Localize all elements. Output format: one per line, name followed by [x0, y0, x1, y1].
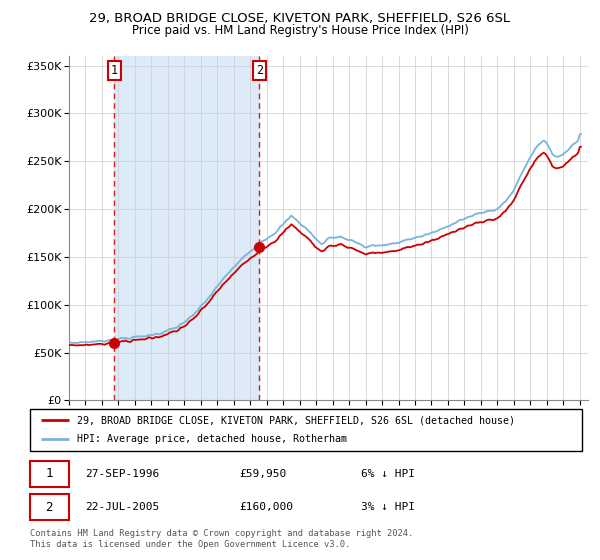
Text: 2: 2 [46, 501, 53, 514]
Text: 1: 1 [46, 467, 53, 480]
Text: £59,950: £59,950 [240, 469, 287, 479]
Text: 29, BROAD BRIDGE CLOSE, KIVETON PARK, SHEFFIELD, S26 6SL: 29, BROAD BRIDGE CLOSE, KIVETON PARK, SH… [89, 12, 511, 25]
Text: 1: 1 [111, 64, 118, 77]
Bar [115, 56, 259, 400]
Text: 22-JUL-2005: 22-JUL-2005 [85, 502, 160, 512]
Text: 2: 2 [256, 64, 263, 77]
Text: 6% ↓ HPI: 6% ↓ HPI [361, 469, 415, 479]
Text: HPI: Average price, detached house, Rotherham: HPI: Average price, detached house, Roth… [77, 435, 347, 445]
Text: Price paid vs. HM Land Registry's House Price Index (HPI): Price paid vs. HM Land Registry's House … [131, 24, 469, 36]
Bar [30, 494, 68, 520]
Text: 29, BROAD BRIDGE CLOSE, KIVETON PARK, SHEFFIELD, S26 6SL (detached house): 29, BROAD BRIDGE CLOSE, KIVETON PARK, SH… [77, 415, 515, 425]
Text: 27-SEP-1996: 27-SEP-1996 [85, 469, 160, 479]
Text: 3% ↓ HPI: 3% ↓ HPI [361, 502, 415, 512]
Text: £160,000: £160,000 [240, 502, 294, 512]
Text: Contains HM Land Registry data © Crown copyright and database right 2024.
This d: Contains HM Land Registry data © Crown c… [30, 529, 413, 549]
Bar [30, 461, 68, 487]
